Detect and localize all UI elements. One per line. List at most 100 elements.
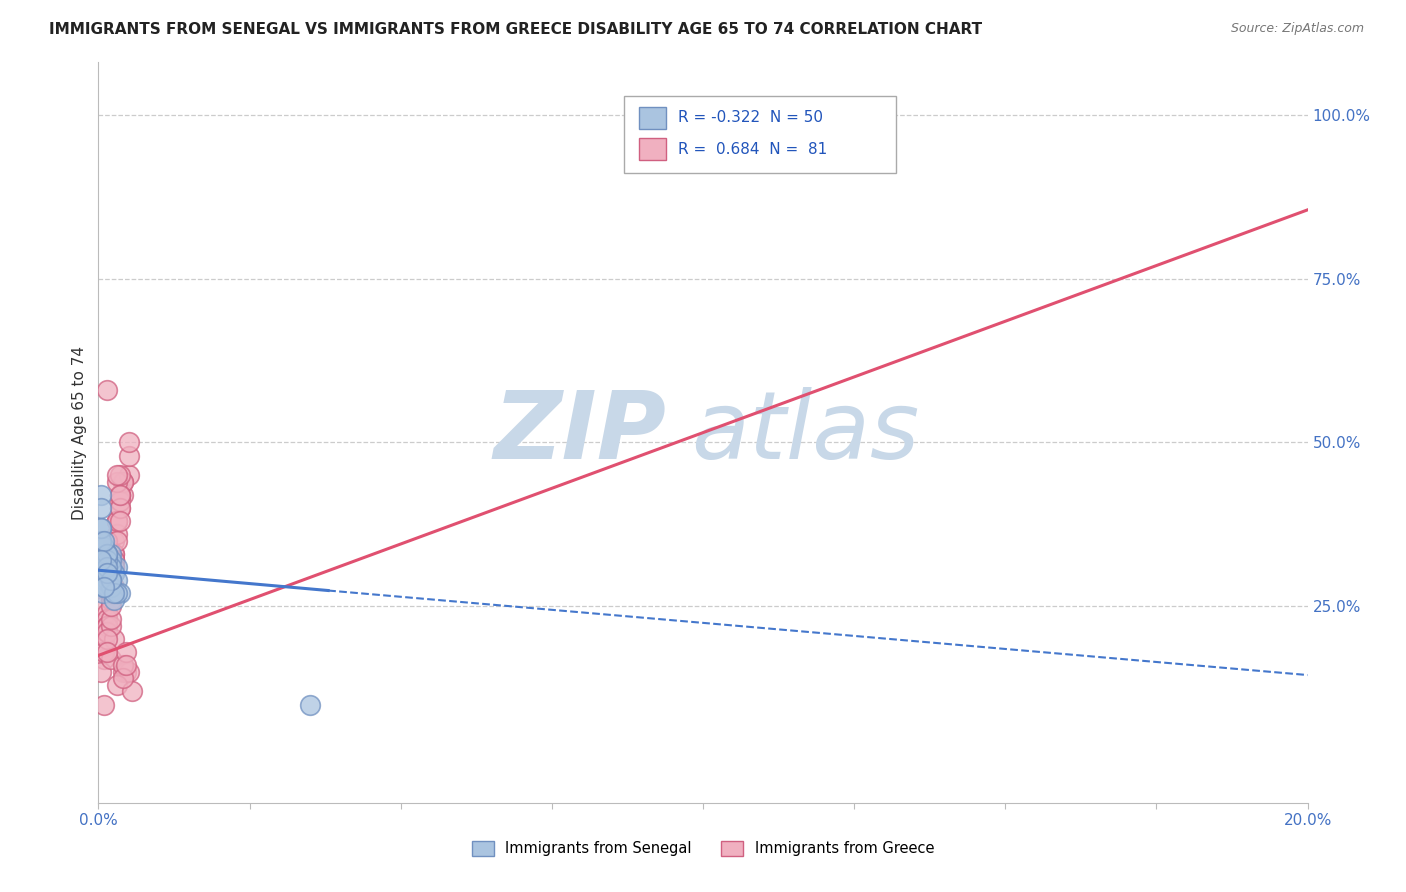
Point <box>100 592 122 607</box>
Point <box>100 592 122 607</box>
Point <box>93 645 115 659</box>
Point <box>96 625 118 640</box>
Point <box>90 533 112 548</box>
Point <box>105 514 128 528</box>
Point <box>96 573 118 587</box>
Text: IMMIGRANTS FROM SENEGAL VS IMMIGRANTS FROM GREECE DISABILITY AGE 65 TO 74 CORREL: IMMIGRANTS FROM SENEGAL VS IMMIGRANTS FR… <box>49 22 983 37</box>
Point <box>93 573 115 587</box>
Point <box>96 547 118 561</box>
Point <box>105 533 128 548</box>
Point <box>825 108 848 122</box>
Point <box>90 553 112 567</box>
Point <box>100 619 122 633</box>
Point <box>90 521 112 535</box>
Point <box>108 468 131 483</box>
Point <box>96 566 118 581</box>
Point <box>93 580 115 594</box>
Point <box>93 566 115 581</box>
Point <box>121 684 143 698</box>
Point <box>96 612 118 626</box>
Point <box>90 521 112 535</box>
Point <box>114 645 136 659</box>
Point <box>103 566 125 581</box>
Point <box>105 468 128 483</box>
Point <box>96 383 118 397</box>
Point <box>90 500 112 515</box>
Point <box>103 533 125 548</box>
Point <box>103 632 125 646</box>
Point <box>100 586 122 600</box>
Point <box>93 541 115 555</box>
Point <box>93 651 115 665</box>
Point <box>96 547 118 561</box>
Point <box>100 573 122 587</box>
Point <box>118 449 141 463</box>
Point <box>103 553 125 567</box>
Point <box>96 612 118 626</box>
Point <box>96 619 118 633</box>
Legend: Immigrants from Senegal, Immigrants from Greece: Immigrants from Senegal, Immigrants from… <box>465 835 941 863</box>
Point <box>103 580 125 594</box>
Point <box>103 560 125 574</box>
Point <box>111 658 134 673</box>
Point <box>299 698 322 712</box>
Point <box>96 625 118 640</box>
Point <box>103 560 125 574</box>
Point <box>100 651 122 665</box>
Point <box>93 599 115 614</box>
Point <box>96 560 118 574</box>
Text: atlas: atlas <box>690 387 920 478</box>
Point <box>96 533 118 548</box>
Point <box>90 665 112 679</box>
Point <box>108 586 131 600</box>
Point <box>96 632 118 646</box>
Point <box>103 553 125 567</box>
Point <box>108 500 131 515</box>
Point <box>105 514 128 528</box>
FancyBboxPatch shape <box>624 95 897 173</box>
Point <box>100 553 122 567</box>
Point <box>108 488 131 502</box>
Point <box>103 547 125 561</box>
Point <box>103 592 125 607</box>
Point <box>93 580 115 594</box>
Point <box>103 547 125 561</box>
Text: Source: ZipAtlas.com: Source: ZipAtlas.com <box>1230 22 1364 36</box>
Y-axis label: Disability Age 65 to 74: Disability Age 65 to 74 <box>72 345 87 520</box>
Point <box>96 580 118 594</box>
Point <box>93 566 115 581</box>
Point <box>100 573 122 587</box>
Point <box>93 639 115 653</box>
Point <box>93 632 115 646</box>
Point <box>90 580 112 594</box>
Point <box>111 475 134 489</box>
Point <box>96 547 118 561</box>
Point <box>93 533 115 548</box>
Point <box>108 514 131 528</box>
Text: R =  0.684  N =  81: R = 0.684 N = 81 <box>678 142 827 157</box>
Point <box>93 632 115 646</box>
Point <box>103 586 125 600</box>
Point <box>100 573 122 587</box>
Point <box>100 599 122 614</box>
Point <box>90 488 112 502</box>
Point <box>96 625 118 640</box>
Point <box>96 566 118 581</box>
Point <box>118 468 141 483</box>
Point <box>91 586 114 600</box>
Point <box>91 580 114 594</box>
Point <box>96 619 118 633</box>
Point <box>96 560 118 574</box>
Point <box>105 573 128 587</box>
Point <box>114 665 136 679</box>
Point <box>108 488 131 502</box>
Point <box>108 494 131 508</box>
Text: R = -0.322  N = 50: R = -0.322 N = 50 <box>678 111 823 126</box>
Point <box>94 580 117 594</box>
Point <box>100 566 122 581</box>
Point <box>96 619 118 633</box>
Point <box>96 606 118 620</box>
Point <box>105 560 128 574</box>
Point <box>93 645 115 659</box>
Text: ZIP: ZIP <box>494 386 666 479</box>
